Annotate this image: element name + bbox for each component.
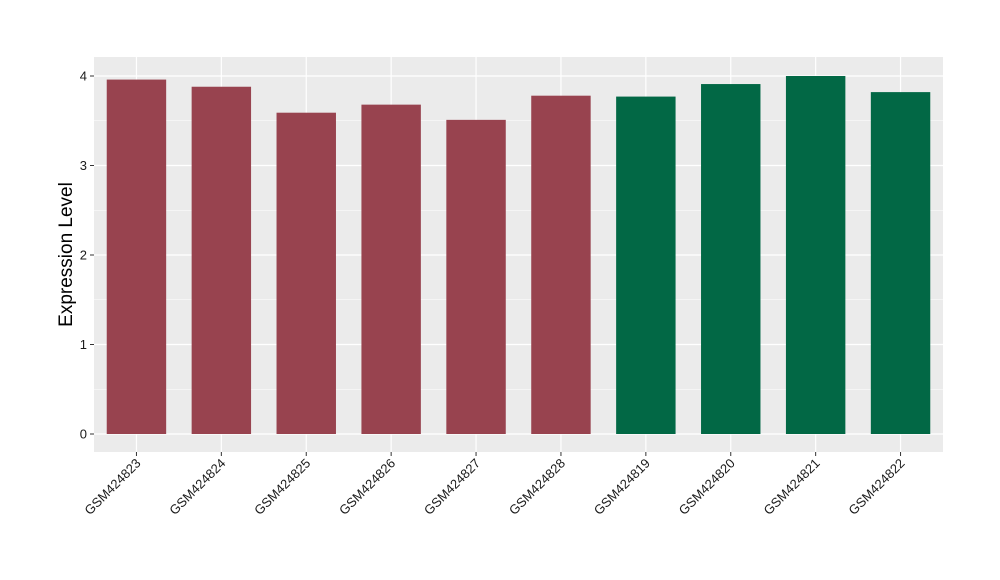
x-tick-label: GSM424826: [336, 456, 398, 518]
x-tick-label: GSM424821: [761, 456, 823, 518]
y-tick-label: 0: [80, 427, 87, 442]
x-tick-label: GSM424823: [81, 456, 143, 518]
bar: [191, 86, 252, 435]
bar: [785, 76, 846, 434]
x-tick-label: GSM424822: [845, 456, 907, 518]
x-axis: GSM424823 GSM424824 GSM424825 GSM424826 GSM4…: [81, 452, 908, 518]
x-tick-label: GSM424828: [506, 456, 568, 518]
bar: [616, 96, 676, 435]
y-axis-title: Expression Level: [56, 182, 77, 327]
bar: [701, 84, 761, 435]
bar: [870, 92, 931, 435]
x-tick-label: GSM424827: [421, 456, 483, 518]
bar: [531, 95, 591, 434]
bars: [106, 76, 931, 435]
y-axis: 0 1 2 3 4: [80, 69, 94, 442]
bar: [276, 112, 336, 434]
bar: [361, 104, 421, 434]
y-tick-label: 2: [80, 248, 87, 263]
x-tick-label: GSM424825: [251, 456, 313, 518]
bar: [446, 119, 506, 434]
y-tick-label: 3: [80, 158, 87, 173]
bar: [106, 79, 167, 434]
x-tick-label: GSM424819: [591, 456, 653, 518]
x-tick-label: GSM424824: [166, 456, 228, 518]
y-tick-label: 4: [80, 69, 87, 84]
x-tick-label: GSM424820: [676, 456, 738, 518]
y-tick-label: 1: [80, 337, 87, 352]
